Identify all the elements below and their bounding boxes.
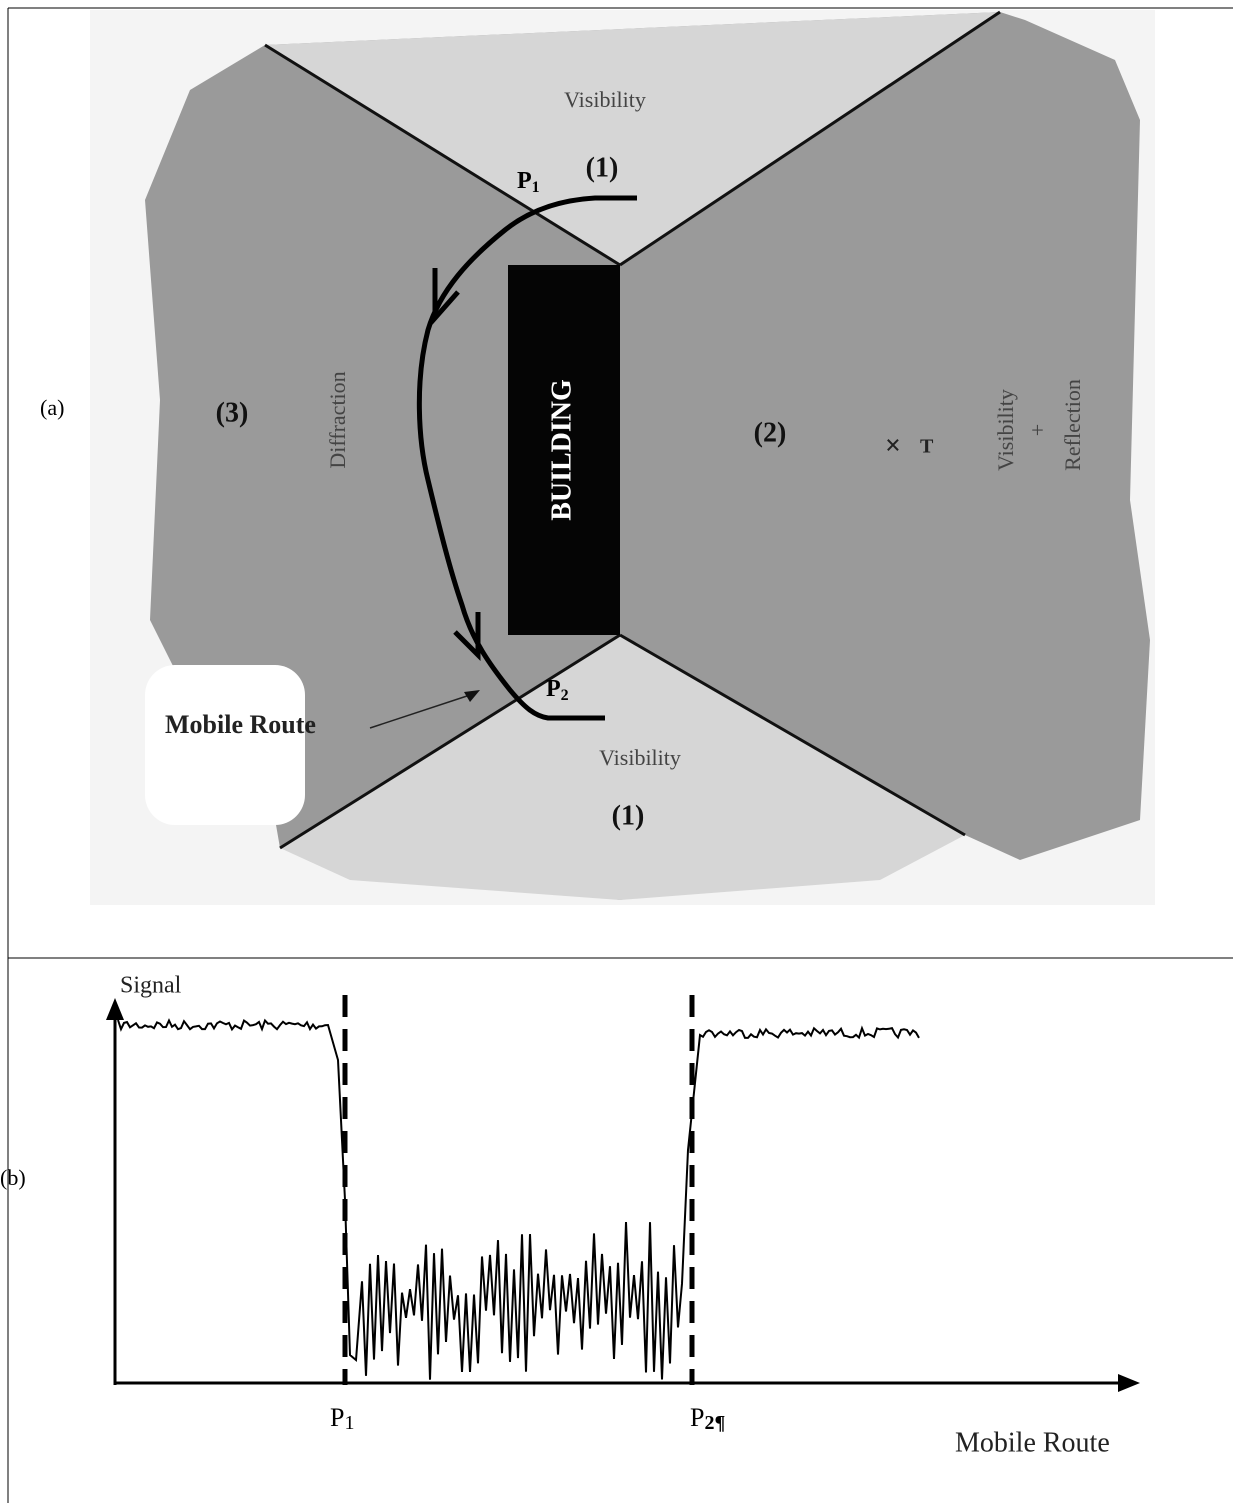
point-label: P2¶ — [690, 1403, 725, 1434]
point-sub: 1 — [532, 179, 540, 196]
point-sub: 1 — [344, 1412, 354, 1434]
building — [508, 265, 620, 635]
region-label: Visibility — [993, 389, 1018, 471]
region-number: (1) — [586, 152, 619, 183]
axis-arrow — [106, 998, 124, 1020]
route-arrow — [432, 268, 460, 325]
point-sub: 2 — [561, 687, 569, 704]
region-number: (1) — [612, 800, 645, 831]
transmitter-label: T — [920, 436, 934, 458]
top-visibility-region — [265, 12, 1000, 265]
point-label: P1 — [330, 1403, 354, 1434]
region-number: (3) — [216, 397, 249, 428]
panel-label: (b) — [0, 1165, 26, 1190]
point-base: P — [517, 168, 532, 194]
label-patch — [145, 665, 305, 825]
region-number: (2) — [754, 417, 787, 448]
pointer-line — [369, 694, 471, 729]
x-axis-label: Mobile Route — [955, 1427, 1110, 1458]
panel-label: (a) — [40, 395, 64, 420]
route-label: Mobile Route — [165, 710, 316, 739]
building-label: BUILDING — [546, 379, 577, 521]
point-label: P2 — [546, 676, 569, 704]
y-axis-label: Signal — [120, 973, 182, 999]
axis-arrow — [1118, 1374, 1140, 1392]
signal-trace — [117, 1018, 920, 1380]
mobile-route — [416, 195, 637, 721]
region-label: Diffraction — [325, 371, 350, 468]
boundary-line — [264, 43, 621, 267]
point-label: P1 — [517, 168, 540, 196]
point-base: P — [546, 676, 561, 702]
region-label: + — [1025, 424, 1050, 436]
gray-region — [145, 12, 1150, 900]
boundary-line — [279, 633, 621, 850]
boundary-line — [619, 10, 1001, 267]
point-sub: 2¶ — [704, 1412, 725, 1434]
route-arrow — [453, 612, 481, 662]
pointer-arrow — [464, 690, 480, 702]
point-base: P — [330, 1403, 344, 1432]
region-label: Reflection — [1060, 379, 1085, 471]
region-label: Visibility — [564, 87, 646, 112]
point-base: P — [690, 1403, 704, 1432]
transmitter-mark: × — [885, 430, 901, 461]
region-label: Visibility — [599, 745, 681, 770]
bottom-visibility-region — [280, 635, 965, 900]
boundary-line — [619, 633, 966, 837]
